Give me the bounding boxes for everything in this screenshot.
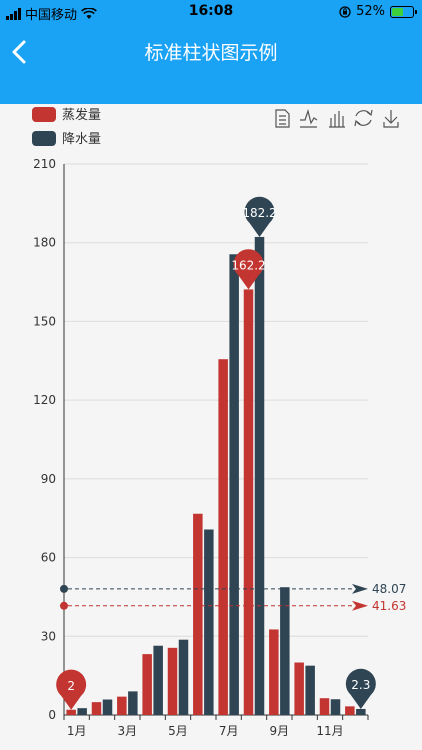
bar-chart: 0 30 60 90 120 150 180 210 1月 3月 5月 7月 9月 11月 41.63 48.… [32,107,406,738]
mark-point-pin[interactable] [233,249,264,290]
x-tick-label: 9月 [270,724,290,738]
mark-point-pin[interactable] [345,668,376,709]
legend-label[interactable]: 降水量 [62,132,101,147]
status-time: 16:08 [188,3,234,19]
status-bar: 中国移动 16:08 52% [0,0,422,24]
x-tick-label: 5月 [168,724,188,738]
bar-precipitation[interactable] [128,691,138,715]
bar-evaporation[interactable] [193,513,203,715]
data-view-icon[interactable] [275,109,290,128]
wifi-icon [81,7,97,19]
y-tick-label: 150 [33,314,56,328]
y-tick-label: 180 [33,236,56,250]
bar-evaporation[interactable] [243,289,254,715]
bar-precipitation[interactable] [280,587,290,715]
bar-precipitation[interactable] [305,665,315,715]
battery-icon [390,5,417,18]
rotation-lock-icon [339,5,351,18]
y-tick-label: 120 [33,393,56,407]
line-chart-icon[interactable] [300,108,318,128]
y-tick-label: 90 [41,472,56,486]
chart-area: 0 30 60 90 120 150 180 210 1月 3月 5月 7月 9月 11月 41.63 48.… [0,104,422,750]
mark-point-label: 2 [67,679,75,693]
bar-precipitation[interactable] [204,529,214,715]
bar-evaporation[interactable] [294,662,304,715]
mark-line-label: 48.07 [372,582,406,596]
bar-evaporation[interactable] [117,696,127,715]
bar-evaporation[interactable] [167,647,178,715]
bar-precipitation[interactable] [356,708,366,715]
y-tick-label: 0 [48,708,56,722]
back-button[interactable] [8,38,32,66]
legend-label[interactable]: 蒸发量 [62,107,101,123]
x-tick-label: 3月 [118,724,138,738]
y-tick-label: 60 [41,551,56,565]
mark-line-start [60,601,68,610]
bar-evaporation[interactable] [319,698,330,715]
x-tick-label: 1月 [67,724,87,738]
legend-swatch[interactable] [32,131,56,146]
x-tick-label: 11月 [316,724,343,738]
bar-evaporation[interactable] [218,359,228,715]
bar-evaporation[interactable] [269,629,279,715]
mark-point-label: 162.2 [231,258,265,272]
bar-chart-icon[interactable] [329,111,345,128]
mark-point-label: 182.2 [242,206,276,220]
y-tick-label: 210 [33,157,56,171]
mark-point-pin[interactable] [244,196,275,237]
bar-precipitation[interactable] [254,236,265,716]
bar-evaporation[interactable] [345,706,355,715]
bar-precipitation[interactable] [229,254,239,716]
mark-line-arrow [352,600,368,611]
signal-icon [6,7,21,20]
download-icon[interactable] [383,110,399,128]
carrier-label: 中国移动 [25,8,78,23]
mark-line-arrow [352,583,368,594]
y-tick-label: 30 [41,629,56,643]
bar-evaporation[interactable] [66,709,76,715]
mark-line-label: 41.63 [372,599,406,613]
bar-precipitation[interactable] [178,639,189,715]
bar-precipitation[interactable] [77,708,87,715]
page-title: 标准柱状图示例 [144,42,278,64]
bar-precipitation[interactable] [330,699,341,715]
mark-line-start [60,584,68,593]
battery-percent: 52% [356,4,385,19]
mark-point-pin[interactable] [56,669,87,710]
x-tick-label: 7月 [219,724,239,738]
bar-evaporation[interactable] [91,702,102,715]
legend-swatch[interactable] [32,107,56,122]
restore-icon[interactable] [354,109,373,127]
bar-precipitation[interactable] [102,699,113,715]
bar-precipitation[interactable] [153,645,163,715]
mark-point-label: 2.3 [351,678,370,692]
bar-evaporation[interactable] [142,654,152,715]
navigation-bar: 中国移动 16:08 52% 标准柱状图示例 [0,0,422,104]
